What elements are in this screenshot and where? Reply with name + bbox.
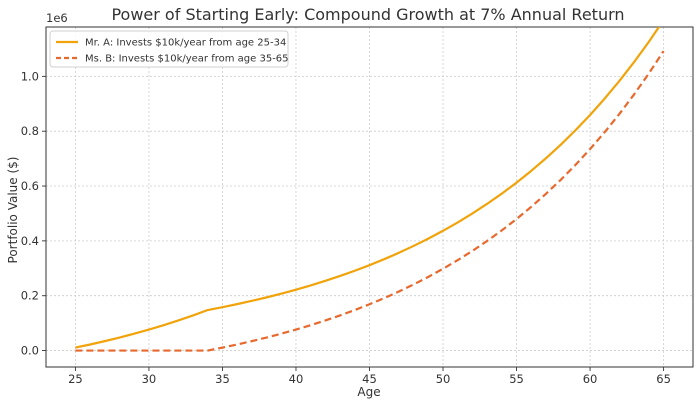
series-line-mr-a	[75, 27, 661, 349]
series-line-ms-b	[75, 50, 665, 352]
legend: Mr. A: Invests $10k/year from age 25-34 M…	[49, 30, 289, 68]
legend-box	[49, 30, 289, 68]
legend-label: Mr. A: Invests $10k/year from age 25-34	[85, 38, 286, 49]
x-axis-label: Age	[357, 385, 380, 399]
y-tick-label: 1.0	[21, 69, 39, 83]
grid	[46, 27, 693, 367]
x-tick-label: 40	[289, 372, 304, 386]
y-tick-label: 0.8	[21, 124, 39, 138]
x-tick-label: 50	[436, 372, 451, 386]
axes: 25 30 35 40 45 50 55 60 65 0.0 0.2 0.4 0.6 0.8 1.0	[21, 26, 694, 386]
x-tick-label: 65	[656, 372, 671, 386]
x-tick-label: 45	[362, 372, 377, 386]
x-tick-label: 35	[215, 372, 230, 386]
y-tick-label: 0.0	[21, 344, 39, 358]
y-tick-label: 0.6	[21, 179, 39, 193]
y-tick-label: 0.2	[21, 289, 39, 303]
x-tick-label: 25	[68, 372, 83, 386]
chart-title: Power of Starting Early: Compound Growth…	[111, 5, 624, 24]
x-tick-label: 60	[583, 372, 598, 386]
y-offset-label: 1e6	[46, 11, 68, 25]
y-axis-label: Portfolio Value ($)	[6, 157, 20, 264]
y-tick-label: 0.4	[21, 234, 39, 248]
legend-label: Ms. B: Invests $10k/year from age 35-65	[85, 54, 289, 65]
series-lines	[75, 27, 665, 352]
x-tick-label: 30	[142, 372, 157, 386]
x-tick-label: 55	[509, 372, 524, 386]
